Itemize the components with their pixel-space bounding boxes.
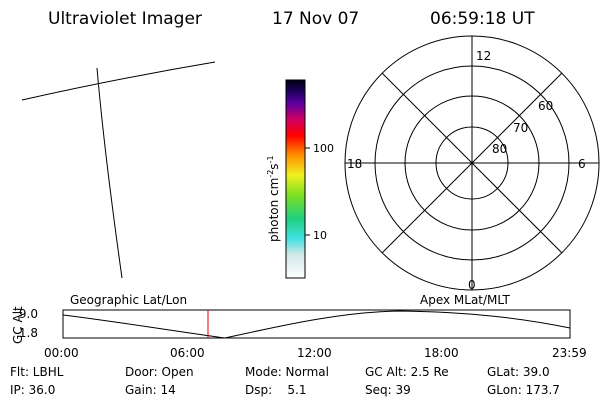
colorbar bbox=[285, 79, 306, 279]
altitude-frame bbox=[62, 309, 571, 339]
x-tick-label: 00:00 bbox=[44, 346, 79, 360]
y-axis-label: GC Alt bbox=[11, 306, 25, 344]
date: 17 Nov 07 bbox=[272, 9, 359, 29]
status-field: Mode: Normal bbox=[245, 365, 329, 379]
lat-label: 80 bbox=[492, 142, 507, 156]
lat-line bbox=[21, 61, 216, 101]
mlt-label: 6 bbox=[578, 157, 586, 171]
mlt-label: 0 bbox=[468, 278, 476, 292]
panel-title: Apex MLat/MLT bbox=[420, 293, 510, 307]
status-field: GC Alt: 2.5 Re bbox=[365, 365, 449, 379]
unit-exp: -2 bbox=[266, 170, 275, 178]
unit-base: photon cm bbox=[267, 178, 281, 242]
x-tick-label: 18:00 bbox=[424, 346, 459, 360]
status-field: GLon: 173.7 bbox=[487, 383, 560, 397]
footer: Flt: LBHL Door: Open Mode: Normal GC Alt: 2… bbox=[10, 365, 560, 397]
lon-line bbox=[96, 67, 123, 279]
status-field: Flt: LBHL bbox=[10, 365, 64, 379]
lat-label: 70 bbox=[513, 121, 528, 135]
x-tick-label: 23:59 bbox=[552, 346, 587, 360]
status-field: Seq: 39 bbox=[365, 383, 411, 397]
colorbar-unit: photon cm-2s-1 bbox=[266, 155, 281, 242]
title: Ultraviolet Imager bbox=[48, 9, 202, 29]
mlt-label: 12 bbox=[476, 49, 491, 63]
y-tick-label: 1.8 bbox=[19, 326, 38, 340]
status-field: Gain: 14 bbox=[125, 383, 176, 397]
lat-label: 60 bbox=[538, 99, 553, 113]
polar-grid bbox=[344, 35, 600, 291]
x-tick-label: 12:00 bbox=[297, 346, 332, 360]
y-tick-label: 9.0 bbox=[19, 307, 38, 321]
status-field: Dsp: 5.1 bbox=[245, 383, 307, 397]
status-field: IP: 36.0 bbox=[10, 383, 55, 397]
status-field: GLat: 39.0 bbox=[487, 365, 550, 379]
altitude-curve bbox=[62, 310, 571, 339]
time: 06:59:18 UT bbox=[430, 9, 535, 29]
colorbar-label: 100 bbox=[313, 142, 334, 155]
panel-title: Geographic Lat/Lon bbox=[70, 293, 187, 307]
mlt-label: 18 bbox=[347, 157, 362, 171]
unit-exp: -1 bbox=[266, 155, 275, 163]
status-field: Door: Open bbox=[125, 365, 194, 379]
unit-mid: s bbox=[267, 163, 281, 169]
colorbar-label: 10 bbox=[313, 229, 327, 242]
x-tick-label: 06:00 bbox=[170, 346, 205, 360]
